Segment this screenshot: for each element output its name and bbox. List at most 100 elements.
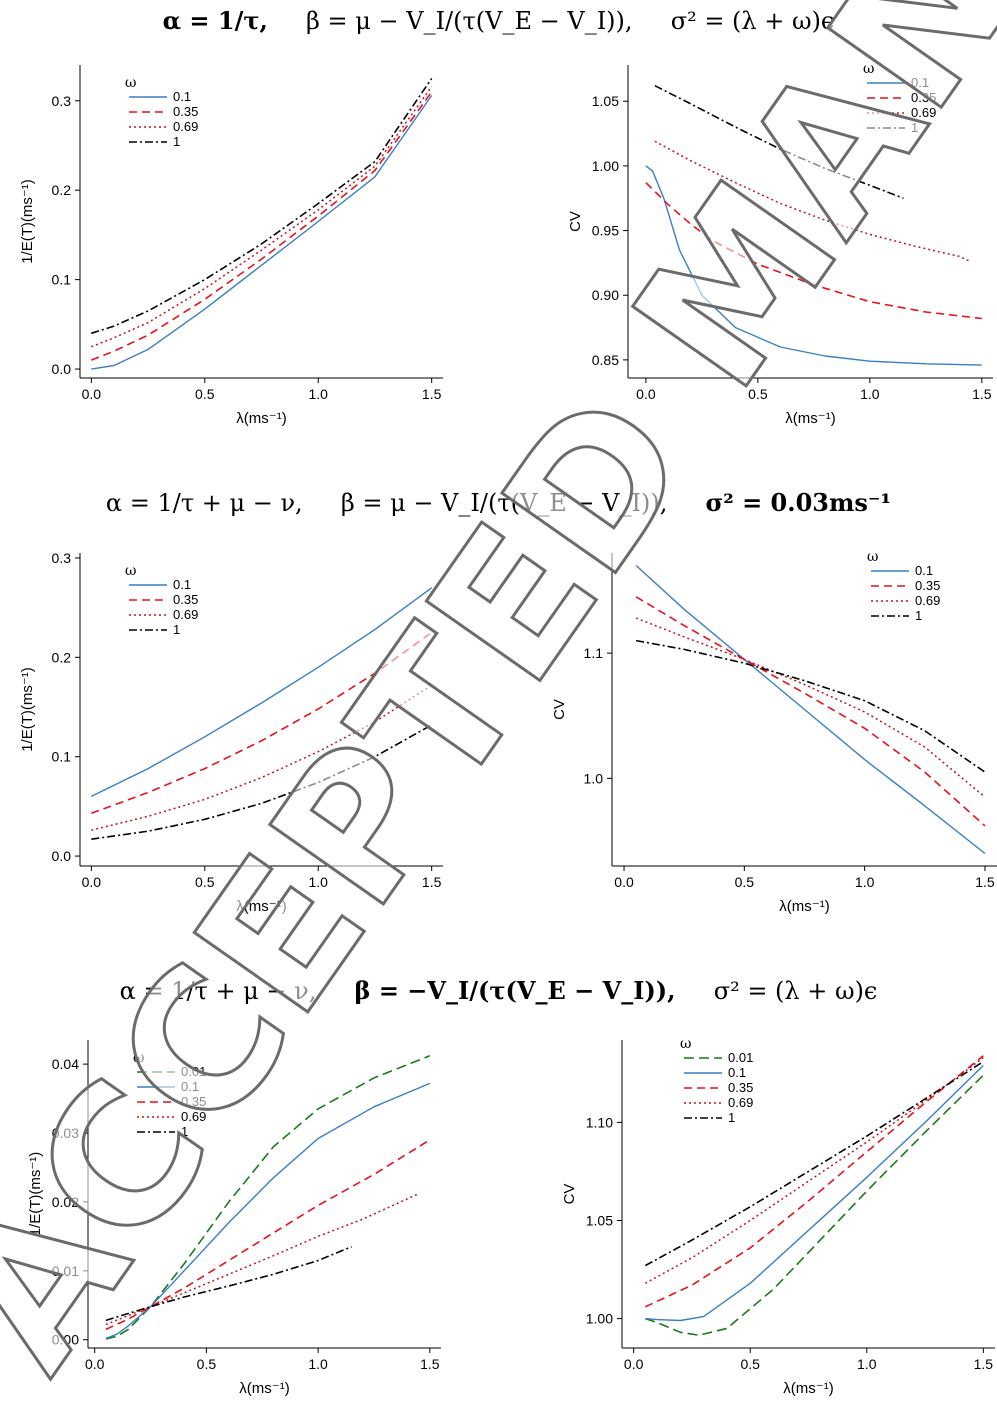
y-axis-label: 1/E(T)(ms⁻¹): [27, 1152, 44, 1237]
y-tick-label: 1.1: [584, 645, 604, 661]
legend-title: ω: [125, 75, 136, 91]
series-line-omega-0_1: [91, 94, 433, 370]
series-line-omega-0_69: [654, 140, 971, 263]
chart-p3: 0.0 0.5 1.0 1.5 0.0 0.1 0.2 0.3 λ(ms⁻¹) 1/E(T)(ms…: [19, 550, 443, 915]
series-line-omega-0_35: [91, 91, 433, 361]
y-tick-label: 0.0: [52, 361, 72, 377]
y-tick-label: 0.03: [52, 1125, 79, 1141]
legend-entry: 0.35: [173, 104, 198, 119]
y-axis-label: 1/E(T)(ms⁻¹): [19, 667, 36, 752]
series-line-omega-1: [644, 1060, 984, 1267]
y-tick-label: 0.00: [52, 1332, 79, 1348]
x-tick-label: 0.0: [85, 1356, 105, 1372]
x-tick-label: 1.0: [855, 874, 875, 890]
series-line-omega-0_35: [635, 596, 986, 827]
legend-title: ω: [125, 563, 136, 579]
legend-entry: 0.69: [728, 1095, 753, 1110]
y-tick-label: 0.1: [52, 272, 72, 288]
series-line-omega-0_69: [635, 617, 986, 798]
row1-beta: β = μ − V_I/(τ(V_E − V_I)),: [306, 7, 633, 35]
series-line-omega-0_69: [91, 86, 433, 348]
series-line-omega-1: [91, 77, 433, 335]
series-line-omega-0_35: [91, 631, 433, 815]
y-tick-label: 1.00: [592, 158, 619, 174]
y-tick-label: 1.00: [586, 1311, 613, 1327]
legend-entry: 0.35: [181, 1094, 206, 1109]
legend-entry: 1: [915, 608, 922, 623]
chart-p5: 0.0 0.5 1.0 1.5 0.00 0.01 0.02 0.03 0.04 λ(ms⁻¹) 1…: [27, 1040, 441, 1397]
legend-entry: 1: [181, 1124, 188, 1139]
series-line-omega-1: [635, 639, 986, 773]
row3-beta: β = −V_I/(τ(V_E − V_I)),: [354, 976, 676, 1005]
series-line-omega-0_35: [105, 1139, 431, 1331]
series-line-omega-1: [91, 724, 433, 840]
series-line-omega-1: [654, 84, 904, 199]
legend-title: ω: [863, 61, 874, 77]
legend-entry: 0.69: [173, 607, 198, 622]
y-tick-label: 0.1: [52, 749, 72, 765]
legend-entry: 0.69: [911, 105, 936, 120]
series-line-omega-0_1: [645, 165, 982, 366]
y-tick-label: 0.3: [52, 550, 72, 566]
y-tick-label: 0.85: [592, 352, 619, 368]
series-line-omega-0_35: [644, 1055, 984, 1308]
y-tick-label: 0.3: [52, 93, 72, 109]
x-axis-label: λ(ms⁻¹): [236, 410, 286, 427]
legend-entry: 0.1: [181, 1079, 199, 1094]
x-tick-label: 0.5: [735, 874, 755, 890]
series-line-omega-0_1: [105, 1082, 431, 1340]
row1-sigma: σ² = (λ + ω)ϵ: [670, 7, 835, 35]
x-tick-label: 1.5: [422, 386, 442, 402]
series-line-omega-0_1: [645, 1064, 984, 1322]
legend-entry: 1: [173, 134, 180, 149]
legend-entry: 0.35: [911, 90, 936, 105]
row2-title: α = 1/τ + μ − ν, β = μ − V_I/(τ(V_E − V_…: [0, 488, 997, 517]
legend-entry: 0.1: [915, 563, 933, 578]
legend-entry: 1: [173, 622, 180, 637]
x-tick-label: 1.5: [974, 1356, 994, 1372]
series-line-omega-0_01: [645, 1074, 984, 1336]
row2-sigma: σ² = 0.03ms⁻¹: [705, 488, 892, 517]
chart-p1: 0.0 0.5 1.0 1.5 0.0 0.1 0.2 0.3 λ(ms⁻¹) 1/E(T)(ms…: [19, 65, 443, 427]
row2-beta: β = μ − V_I/(τ(V_E − V_I)),: [340, 489, 668, 517]
x-tick-label: 0.5: [748, 386, 768, 402]
legend-entry: 0.69: [181, 1109, 206, 1124]
row2-alpha: α = 1/τ + μ − ν,: [105, 489, 303, 517]
x-tick-label: 0.5: [197, 1356, 217, 1372]
series-line-omega-0_69: [644, 1057, 984, 1284]
legend-entry: 1: [728, 1110, 735, 1125]
y-axis-label: CV: [551, 699, 568, 720]
chart-p6: 0.0 0.5 1.0 1.51.001.051.10λ(ms⁻¹)CVω0.010.…: [561, 1036, 995, 1397]
x-tick-label: 1.5: [975, 874, 995, 890]
x-tick-label: 1.0: [308, 874, 328, 890]
row3-alpha: α = 1/τ + μ − ν,: [119, 977, 317, 1005]
x-tick-label: 1.5: [420, 1356, 440, 1372]
x-tick-label: 1.0: [860, 386, 880, 402]
x-tick-label: 0.0: [82, 874, 102, 890]
y-tick-label: 0.04: [52, 1056, 79, 1072]
y-tick-label: 1.05: [592, 93, 619, 109]
legend-entry: 0.01: [728, 1050, 753, 1065]
series-line-omega-0_1: [635, 564, 986, 855]
legend-title: ω: [867, 549, 878, 565]
x-tick-label: 0.5: [195, 386, 215, 402]
series-line-omega-0_01: [105, 1055, 431, 1340]
y-tick-label: 0.2: [52, 649, 72, 665]
x-tick-label: 0.0: [614, 874, 634, 890]
x-tick-label: 1.5: [972, 386, 992, 402]
legend-entry: 1: [911, 120, 918, 135]
row1-alpha: α = 1/τ,: [162, 6, 268, 35]
legend-title: ω: [133, 1050, 144, 1066]
y-tick-label: 1.0: [584, 770, 604, 786]
y-tick-label: 0.90: [592, 287, 619, 303]
x-tick-label: 1.0: [308, 1356, 328, 1372]
x-axis-label: λ(ms⁻¹): [783, 1380, 833, 1397]
series-line-omega-0_69: [91, 684, 433, 831]
x-tick-label: 0.5: [195, 874, 215, 890]
y-axis-label: CV: [567, 211, 584, 232]
legend-entry: 0.1: [173, 577, 191, 592]
y-tick-label: 1.10: [586, 1114, 613, 1130]
series-line-omega-0_1: [90, 587, 433, 798]
row1-title: α = 1/τ, β = μ − V_I/(τ(V_E − V_I)), σ² …: [0, 6, 997, 35]
